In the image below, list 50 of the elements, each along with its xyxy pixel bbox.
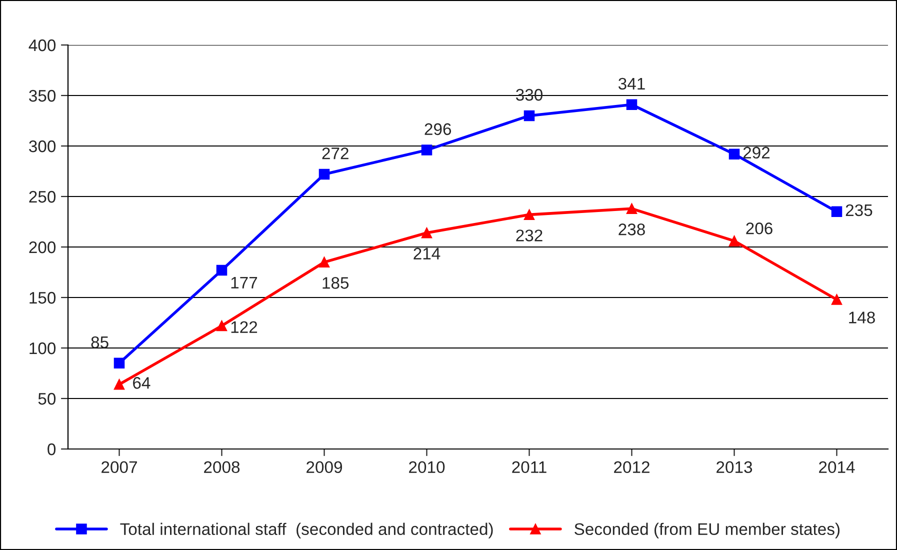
data-label: 64 <box>133 377 150 389</box>
point <box>524 110 535 122</box>
data-label: 235 <box>846 204 872 216</box>
point <box>626 203 638 214</box>
point <box>831 206 842 218</box>
data-label: 272 <box>322 148 348 160</box>
x-tick-label: 2010 <box>409 461 445 474</box>
y-tick-label: 200 <box>29 241 56 254</box>
data-label: 238 <box>618 224 645 236</box>
y-tick-label: 100 <box>30 342 56 354</box>
point <box>318 256 330 268</box>
data-label: 214 <box>414 248 440 260</box>
data-label: 206 <box>746 222 772 234</box>
x-tick-label: 2009 <box>306 461 342 474</box>
y-tick-label: 150 <box>30 292 56 304</box>
x-tick-label: 2007 <box>102 461 137 474</box>
y-tick-label: 0 <box>48 443 56 456</box>
x-tick-label: 2013 <box>716 461 752 474</box>
x-tick-label: 2011 <box>512 461 546 474</box>
data-label: 341 <box>618 78 645 90</box>
y-tick-label: 400 <box>28 39 56 52</box>
data-label: 148 <box>849 312 875 324</box>
point <box>831 294 842 305</box>
point <box>421 144 432 156</box>
point <box>524 209 535 220</box>
point <box>216 264 228 276</box>
point <box>626 99 638 110</box>
x-tick-label: 2014 <box>819 461 855 474</box>
data-label: 292 <box>743 146 770 159</box>
point <box>318 168 330 180</box>
point <box>421 227 432 238</box>
data-label: 177 <box>231 276 258 288</box>
y-tick-label: 350 <box>29 90 56 102</box>
y-tick-label: 300 <box>29 140 56 152</box>
point <box>728 236 740 246</box>
y-tick-label: 50 <box>38 392 56 405</box>
x-tick-label: 2012 <box>614 461 650 474</box>
data-label: 296 <box>424 123 452 136</box>
data-label: 185 <box>322 277 349 289</box>
legend-label: Seconded (from EU member states) <box>574 522 840 538</box>
data-label: 122 <box>231 321 258 333</box>
legend-label: Total international staff (seconded and contracted) <box>120 522 493 538</box>
point <box>216 320 228 332</box>
y-tick-label: 250 <box>29 190 56 203</box>
point <box>114 378 125 390</box>
point <box>114 358 125 369</box>
x-tick-label: 2008 <box>204 461 240 474</box>
data-label: 232 <box>516 230 542 242</box>
data-label: 85 <box>91 336 108 348</box>
point <box>728 148 740 160</box>
